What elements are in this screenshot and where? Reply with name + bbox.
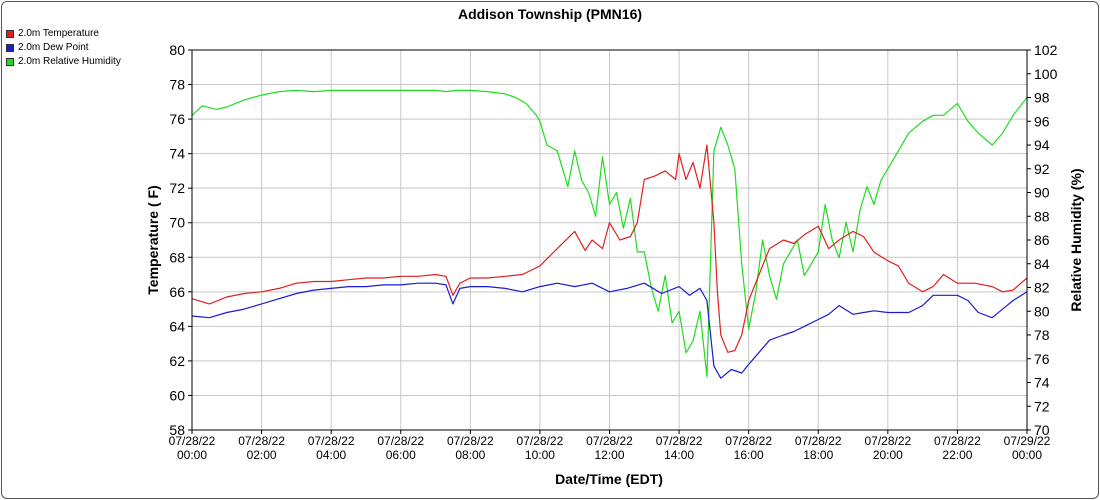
y-tick-label: 76 [169, 111, 185, 127]
y-tick-label: 66 [169, 284, 185, 300]
x-tick-date: 07/28/22 [934, 434, 981, 448]
y2-tick-label: 102 [1034, 42, 1058, 58]
y2-tick-label: 72 [1034, 398, 1050, 414]
x-tick-date: 07/28/22 [377, 434, 424, 448]
legend-label-dew-point: 2.0m Dew Point [18, 42, 89, 53]
x-tick-time: 06:00 [386, 448, 416, 462]
y-tick-label: 80 [169, 42, 185, 58]
y2-axis-ticks: 70 72 74 76 78 80 82 84 86 88 90 92 94 96 98 100 102 [1027, 42, 1058, 438]
legend-item-dew-point: 2.0m Dew Point [6, 41, 121, 55]
y-tick-label: 78 [169, 77, 185, 93]
legend: 2.0m Temperature 2.0m Dew Point 2.0m Rel… [6, 27, 121, 69]
legend-item-relative-humidity: 2.0m Relative Humidity [6, 55, 121, 69]
x-tick-time: 14:00 [664, 448, 694, 462]
x-tick-date: 07/28/22 [238, 434, 285, 448]
y2-tick-label: 96 [1034, 113, 1050, 129]
legend-swatch-relative-humidity [6, 58, 14, 66]
x-tick-time: 10:00 [525, 448, 555, 462]
series-layer [191, 89, 1028, 379]
legend-swatch-temperature [6, 30, 14, 38]
legend-swatch-dew-point [6, 44, 14, 52]
x-tick-time: 08:00 [455, 448, 485, 462]
series-line-2-0m-temperature [191, 144, 1028, 353]
y2-tick-label: 70 [1034, 422, 1050, 438]
y2-axis-label: Relative Humidity (%) [1068, 168, 1084, 311]
y2-tick-label: 88 [1034, 208, 1050, 224]
x-axis-ticks: 07/28/2200:0007/28/2202:0007/28/2204:000… [169, 430, 1051, 462]
y2-tick-label: 98 [1034, 90, 1050, 106]
x-tick-time: 16:00 [734, 448, 764, 462]
legend-label-temperature: 2.0m Temperature [18, 28, 99, 39]
x-tick-time: 22:00 [942, 448, 972, 462]
x-tick-time: 12:00 [594, 448, 624, 462]
x-tick-time: 00:00 [1012, 448, 1042, 462]
chart-title: Addison Township (PMN16) [458, 6, 642, 22]
x-tick-date: 07/28/22 [308, 434, 355, 448]
y2-tick-label: 84 [1034, 256, 1050, 272]
y-tick-label: 60 [169, 387, 185, 403]
x-tick-time: 18:00 [803, 448, 833, 462]
x-tick-time: 02:00 [247, 448, 277, 462]
y2-tick-label: 82 [1034, 280, 1050, 296]
y2-tick-label: 100 [1034, 66, 1058, 82]
x-axis-label: Date/Time (EDT) [555, 471, 663, 487]
legend-label-relative-humidity: 2.0m Relative Humidity [18, 56, 121, 67]
y-tick-label: 72 [169, 180, 185, 196]
x-tick-date: 07/28/22 [517, 434, 564, 448]
x-tick-date: 07/28/22 [725, 434, 772, 448]
y-tick-label: 70 [169, 215, 185, 231]
x-tick-time: 04:00 [316, 448, 346, 462]
x-tick-date: 07/28/22 [447, 434, 494, 448]
x-tick-date: 07/28/22 [169, 434, 216, 448]
y2-tick-label: 80 [1034, 303, 1050, 319]
x-tick-date: 07/28/22 [864, 434, 911, 448]
x-tick-date: 07/28/22 [795, 434, 842, 448]
y2-tick-label: 78 [1034, 327, 1050, 343]
y-tick-label: 64 [169, 318, 185, 334]
y-tick-label: 62 [169, 353, 185, 369]
y-tick-label: 74 [169, 146, 185, 162]
y2-tick-label: 74 [1034, 375, 1050, 391]
x-tick-time: 20:00 [873, 448, 903, 462]
x-tick-date: 07/29/22 [1004, 434, 1051, 448]
series-line-2-0m-relative-humidity [191, 89, 1028, 378]
y2-tick-label: 90 [1034, 185, 1050, 201]
x-tick-date: 07/28/22 [656, 434, 703, 448]
y-axis-ticks: 58 60 62 64 66 68 70 72 74 76 78 80 [169, 42, 192, 438]
y2-tick-label: 94 [1034, 137, 1050, 153]
y2-tick-label: 76 [1034, 351, 1050, 367]
y-tick-label: 68 [169, 249, 185, 265]
legend-item-temperature: 2.0m Temperature [6, 27, 121, 41]
y2-tick-label: 86 [1034, 232, 1050, 248]
series-line-2-0m-dew-point [191, 282, 1028, 379]
x-tick-time: 00:00 [177, 448, 207, 462]
y-axis-label: Temperature ( F) [145, 185, 161, 294]
x-tick-date: 07/28/22 [586, 434, 633, 448]
y2-tick-label: 92 [1034, 161, 1050, 177]
y-tick-label: 58 [169, 422, 185, 438]
